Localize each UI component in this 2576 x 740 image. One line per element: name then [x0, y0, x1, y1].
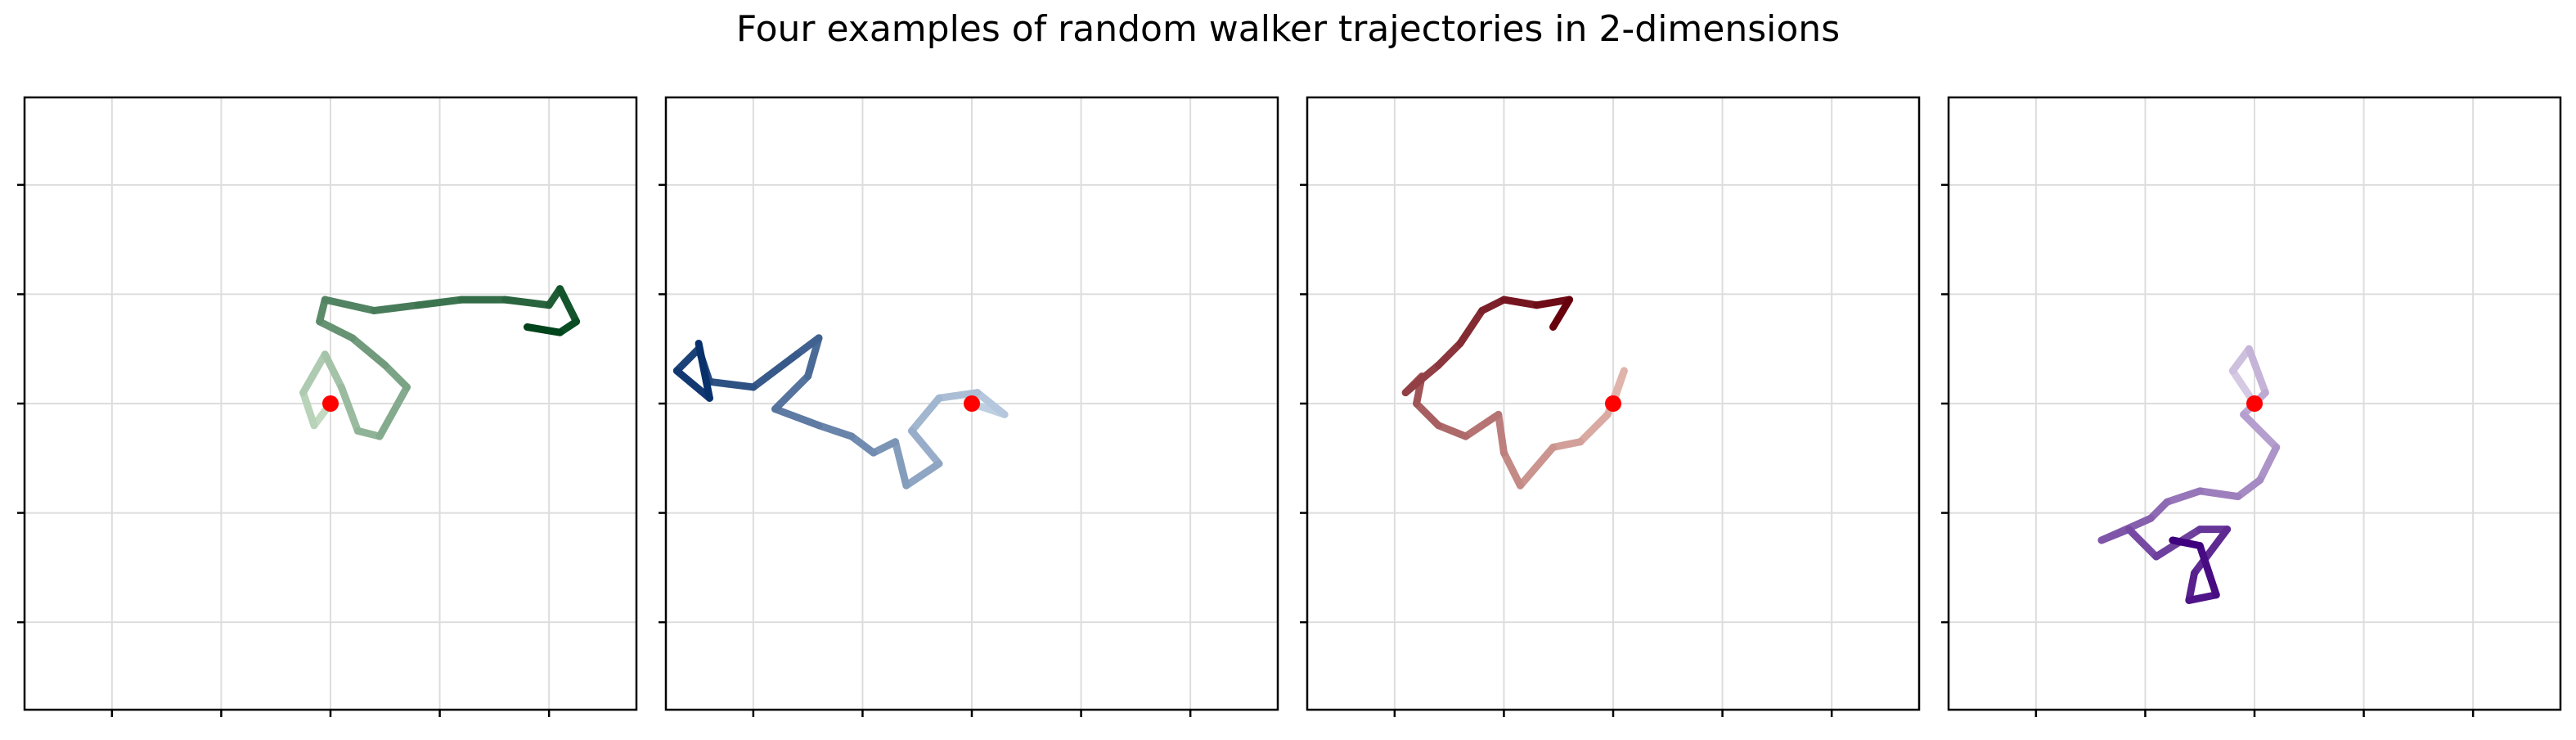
trajectory-segment [793, 334, 823, 359]
trajectory-segment [1516, 443, 1558, 490]
start-point-marker [2246, 395, 2263, 412]
trajectory-segment [870, 438, 899, 457]
trajectory-segment [1495, 410, 1508, 457]
trajectory-segment [2196, 542, 2220, 599]
trajectory-segment [2234, 476, 2264, 501]
trajectory-segment [2196, 487, 2242, 501]
trajectory-segment [1401, 361, 1442, 397]
trajectory-segment [299, 389, 318, 430]
figure-title: Four examples of random walker trajector… [735, 8, 1841, 50]
trajectory-segment [316, 318, 357, 342]
trajectory-segment [1434, 340, 1464, 369]
trajectory-segment [908, 426, 943, 467]
panel-2 [659, 96, 1279, 717]
trajectory-segment [1499, 449, 1524, 490]
trajectory-segment [804, 334, 823, 381]
trajectory-segment [1456, 306, 1486, 348]
panel-4 [1941, 96, 2562, 717]
trajectory-segment [815, 422, 856, 440]
trajectory-segment [381, 361, 411, 391]
trajectory-segment [2228, 345, 2253, 375]
trajectory-segment [705, 377, 758, 391]
trajectory-segment [749, 350, 801, 391]
trajectory-segment [321, 350, 345, 391]
trajectory-segment [935, 389, 982, 402]
trajectory-segment [672, 345, 703, 375]
trajectory-segment [771, 372, 812, 413]
trajectory-segment [523, 323, 564, 336]
trajectory-segment [375, 383, 411, 440]
trajectory-segment [501, 296, 553, 309]
panel-3 [1300, 96, 1921, 717]
trajectory-segment [353, 426, 384, 440]
trajectory-segment [2163, 487, 2204, 506]
trajectory-segment [370, 301, 422, 314]
trajectory-segment [1434, 422, 1470, 440]
trajectory-segment [2245, 345, 2269, 397]
trajectory-segment [908, 394, 943, 435]
trajectory-segment [556, 285, 581, 326]
trajectory-segment [1499, 296, 1540, 309]
trajectory-segment [2240, 410, 2281, 451]
trajectory-segment [973, 389, 1009, 418]
trajectory-segment [847, 432, 878, 457]
trajectory-segment [1533, 296, 1574, 309]
trajectory-segment [1549, 296, 1574, 331]
trajectory-segment [316, 296, 329, 326]
trajectory-segment [1549, 438, 1585, 451]
trajectory-segment [2147, 498, 2171, 522]
trajectory-segment [321, 296, 378, 314]
trajectory-segment [902, 459, 943, 490]
start-point-marker [322, 395, 339, 412]
trajectory-segment [2256, 443, 2281, 484]
trajectory-segment [1576, 410, 1612, 446]
trajectory-segment [1413, 399, 1442, 430]
trajectory-segment [2191, 526, 2232, 577]
panel-1 [17, 96, 638, 717]
trajectory-segment [414, 296, 465, 309]
trajectory-segment [2185, 569, 2199, 604]
trajectory-segment [2124, 526, 2160, 561]
trajectory-segment [1478, 296, 1508, 314]
trajectory-segment [2185, 591, 2220, 604]
trajectory-segment [1462, 410, 1503, 440]
trajectory-segment [337, 383, 362, 435]
trajectory-segment [892, 438, 910, 490]
trajectory-segment [2169, 536, 2204, 550]
trajectory-segment [299, 350, 329, 397]
trajectory-segment [348, 334, 389, 369]
trajectory-segment [672, 367, 713, 402]
start-point-marker [964, 395, 980, 412]
start-point-marker [1605, 395, 1621, 412]
trajectory-segment [2097, 526, 2133, 544]
trajectory-segment [695, 340, 713, 402]
trajectory-segment [771, 405, 823, 430]
